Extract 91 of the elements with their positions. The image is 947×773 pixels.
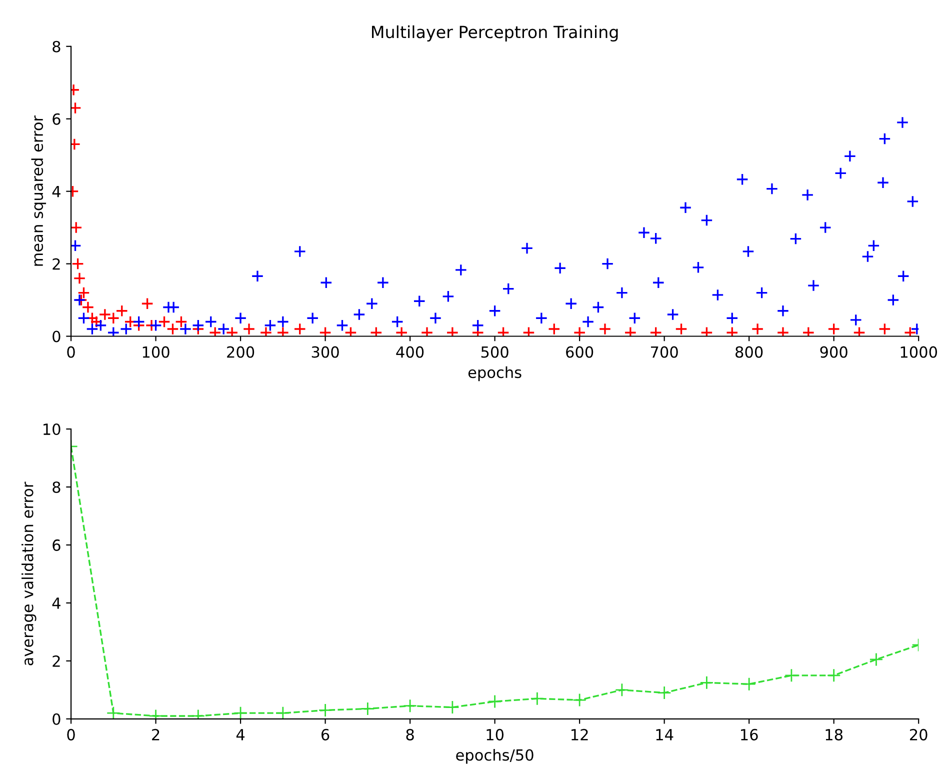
point	[700, 676, 714, 690]
point	[853, 326, 866, 336]
point	[242, 322, 256, 336]
x-tick-label: 700	[650, 346, 678, 358]
x-tick-label: 8	[406, 728, 414, 740]
point	[488, 694, 502, 708]
x-tick-label: 1000	[900, 346, 938, 358]
point	[614, 682, 629, 697]
x-tick-label: 800	[736, 346, 763, 358]
point	[522, 326, 535, 336]
y-tick-label: 8	[52, 481, 60, 494]
x-tick-label: 0	[67, 346, 75, 358]
point	[141, 297, 154, 310]
point	[403, 698, 417, 713]
y-axis-title: mean squared error	[31, 115, 46, 266]
point	[828, 322, 840, 336]
point	[826, 668, 841, 682]
point	[260, 326, 272, 336]
point	[445, 700, 460, 714]
point	[751, 322, 764, 336]
y-tick-label: 2	[52, 258, 60, 270]
point	[319, 326, 332, 336]
point	[548, 322, 560, 336]
x-tick-label: 18	[826, 728, 843, 740]
point	[675, 322, 688, 336]
x-tick-label: 900	[820, 346, 848, 358]
y-tick-label: 4	[52, 598, 60, 609]
point	[776, 326, 790, 336]
point	[742, 677, 756, 692]
x-tick-label: 200	[227, 346, 254, 358]
point	[395, 326, 408, 336]
y-tick-label: 6	[52, 113, 60, 125]
y-tick-label: 0	[52, 713, 60, 725]
x-tick-label: 2	[152, 728, 160, 740]
x-tick-label: 0	[67, 728, 75, 740]
point	[878, 322, 891, 336]
point	[73, 272, 86, 284]
point	[802, 326, 815, 336]
point	[700, 326, 713, 336]
point	[158, 316, 170, 328]
point	[650, 326, 662, 336]
x-tick-label: 300	[312, 346, 339, 358]
x-tick-label: 10	[486, 728, 504, 740]
point	[726, 326, 738, 336]
y-tick-label: 8	[52, 40, 60, 52]
x-tick-label: 6	[322, 728, 330, 740]
x-tick-label: 400	[396, 346, 424, 358]
point	[572, 693, 587, 707]
x-tick-label: 16	[741, 728, 758, 740]
x-tick-label: 600	[566, 346, 594, 358]
point	[869, 652, 884, 666]
point	[82, 301, 94, 314]
x-axis-title: epochs/50	[456, 748, 534, 764]
point	[294, 322, 306, 336]
x-tick-label: 20	[910, 728, 928, 740]
point	[624, 326, 637, 336]
x-tick-label: 12	[572, 728, 588, 740]
point	[276, 706, 290, 719]
point	[573, 326, 586, 336]
x-axis-title: epochs	[468, 366, 522, 382]
point	[530, 692, 544, 706]
y-tick-label: 6	[52, 539, 60, 551]
y-tick-label: 10	[44, 423, 60, 436]
point	[446, 326, 459, 336]
point	[904, 326, 916, 336]
point	[360, 702, 375, 716]
x-tick-label: 100	[142, 346, 170, 358]
point	[71, 221, 82, 234]
point	[420, 326, 434, 336]
point	[226, 326, 238, 336]
point	[344, 326, 357, 336]
point	[784, 668, 798, 682]
x-tick-label: 4	[236, 729, 245, 740]
point	[106, 706, 120, 719]
y-tick-label: 4	[52, 186, 60, 198]
point	[72, 258, 84, 270]
point	[497, 326, 510, 336]
point	[598, 322, 612, 336]
y-axis-title: average validation error	[22, 482, 36, 666]
y-tick-label: 0	[52, 330, 60, 342]
chart-title: Multilayer Perceptron Training	[372, 25, 618, 42]
point	[86, 312, 98, 324]
point	[370, 326, 382, 336]
x-tick-label: 500	[481, 346, 508, 358]
point	[657, 686, 672, 700]
y-tick-label: 2	[52, 655, 60, 667]
point	[234, 706, 248, 719]
point	[318, 703, 332, 718]
x-tick-label: 14	[656, 729, 674, 740]
point	[276, 326, 290, 336]
point	[208, 326, 222, 336]
